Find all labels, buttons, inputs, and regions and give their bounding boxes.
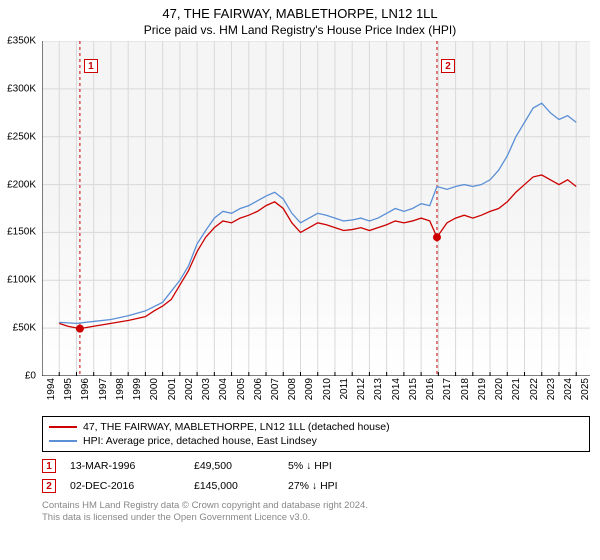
x-tick-label: 2002 [184,378,195,400]
x-tick-label: 2008 [287,378,298,400]
sale-row: 2 02-DEC-2016 £145,000 27% ↓ HPI [42,476,590,496]
y-tick-label: £350K [7,36,36,47]
y-tick-label: £300K [7,83,36,94]
x-tick-label: 1994 [46,378,57,400]
x-tick-label: 2003 [201,378,212,400]
x-tick-label: 2014 [391,378,402,400]
x-tick-label: 2016 [425,378,436,400]
chart-title: 47, THE FAIRWAY, MABLETHORPE, LN12 1LL [0,0,600,21]
x-tick-label: 2011 [339,378,350,400]
x-tick-label: 1996 [80,378,91,400]
x-tick-label: 1999 [132,378,143,400]
x-tick-label: 2020 [494,378,505,400]
chart-subtitle: Price paid vs. HM Land Registry's House … [0,21,600,41]
sale-marker-badge: 2 [42,479,56,493]
y-tick-label: £0 [25,371,36,382]
x-tick-label: 2004 [218,378,229,400]
plot-svg [42,41,590,376]
x-tick-label: 2022 [529,378,540,400]
x-axis-labels: 1994 1995 1996 1997 1998 1999 2000 2001 2002 2003… [42,376,590,412]
y-axis-labels: £0£50K£100K£150K£200K£250K£300K£350K [0,41,38,376]
x-tick-label: 2025 [580,378,591,400]
x-tick-label: 2012 [356,378,367,400]
x-tick-label: 2021 [511,378,522,400]
x-tick-label: 2024 [563,378,574,400]
sale-date: 02-DEC-2016 [70,480,180,492]
footer-line: This data is licensed under the Open Gov… [42,512,590,524]
x-tick-label: 2019 [477,378,488,400]
y-tick-label: £250K [7,131,36,142]
x-tick-label: 2010 [322,378,333,400]
legend: 47, THE FAIRWAY, MABLETHORPE, LN12 1LL (… [42,416,590,452]
y-tick-label: £200K [7,179,36,190]
legend-label: 47, THE FAIRWAY, MABLETHORPE, LN12 1LL (… [83,421,390,433]
x-tick-label: 2009 [304,378,315,400]
legend-label: HPI: Average price, detached house, East… [83,435,317,447]
legend-item: HPI: Average price, detached house, East… [49,434,583,448]
legend-swatch [49,440,77,442]
x-tick-label: 2000 [149,378,160,400]
sale-price: £49,500 [194,460,274,472]
sale-pct: 5% ↓ HPI [288,460,388,472]
sale-marker-label: 1 [84,59,98,73]
x-tick-label: 1995 [63,378,74,400]
x-tick-label: 2015 [408,378,419,400]
x-tick-label: 2007 [270,378,281,400]
legend-swatch [49,426,77,428]
chart-container: 47, THE FAIRWAY, MABLETHORPE, LN12 1LL P… [0,0,600,560]
x-tick-label: 1998 [115,378,126,400]
sale-row: 1 13-MAR-1996 £49,500 5% ↓ HPI [42,456,590,476]
x-tick-label: 2017 [442,378,453,400]
chart-area: £0£50K£100K£150K£200K£250K£300K£350K 12 [42,41,590,376]
x-tick-label: 2023 [546,378,557,400]
x-tick-label: 2001 [167,378,178,400]
footer-line: Contains HM Land Registry data © Crown c… [42,500,590,512]
footer: Contains HM Land Registry data © Crown c… [42,500,590,525]
sale-price: £145,000 [194,480,274,492]
sales-table: 1 13-MAR-1996 £49,500 5% ↓ HPI 2 02-DEC-… [42,456,590,496]
y-tick-label: £50K [13,323,36,334]
x-tick-label: 2005 [236,378,247,400]
x-tick-label: 2018 [460,378,471,400]
x-tick-label: 1997 [98,378,109,400]
legend-item: 47, THE FAIRWAY, MABLETHORPE, LN12 1LL (… [49,420,583,434]
sale-date: 13-MAR-1996 [70,460,180,472]
y-tick-label: £100K [7,275,36,286]
sale-marker-label: 2 [441,59,455,73]
y-tick-label: £150K [7,227,36,238]
sale-pct: 27% ↓ HPI [288,480,388,492]
sale-marker-badge: 1 [42,459,56,473]
x-tick-label: 2013 [373,378,384,400]
x-tick-label: 2006 [253,378,264,400]
